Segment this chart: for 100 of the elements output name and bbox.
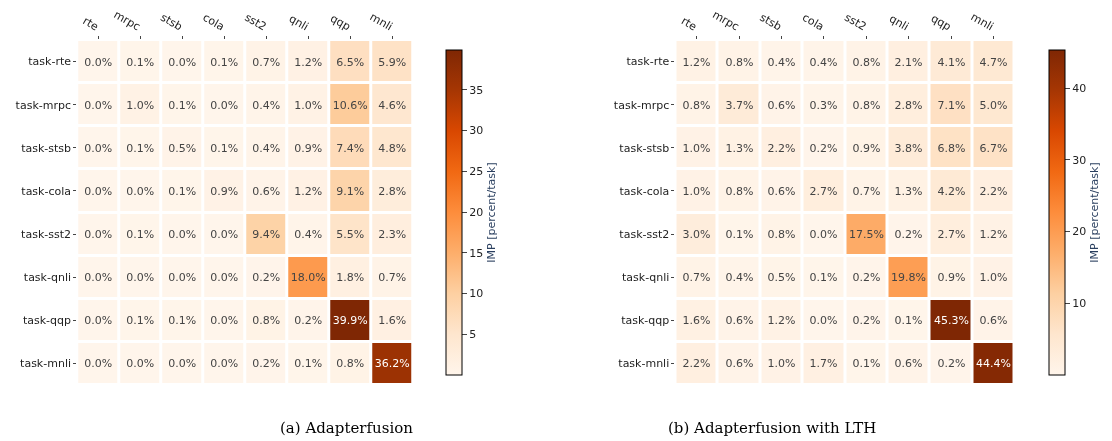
data-label: 0.9% xyxy=(294,141,323,155)
data-label: 1.2% xyxy=(979,227,1008,241)
data-label: 0.0% xyxy=(809,313,838,327)
data-label: 0.7% xyxy=(682,270,711,284)
data-label: 0.0% xyxy=(168,227,197,241)
data-label: 0.2% xyxy=(252,356,281,370)
data-label: 0.1% xyxy=(894,313,923,327)
data-label: 1.2% xyxy=(682,55,711,69)
data-label: 0.8% xyxy=(725,55,754,69)
data-label: 2.2% xyxy=(682,356,711,370)
data-label: 3.7% xyxy=(725,98,754,112)
data-label: 0.0% xyxy=(126,270,155,284)
y-tick-label: task-mrpc xyxy=(613,98,670,112)
data-label: 1.0% xyxy=(126,98,155,112)
y-tick-label: task-cola xyxy=(21,184,72,198)
data-label: 0.6% xyxy=(767,98,796,112)
data-label: 0.0% xyxy=(84,141,113,155)
data-label: 2.3% xyxy=(378,227,407,241)
x-tick-label: qqp xyxy=(928,11,954,34)
x-tick-label: cola xyxy=(200,10,227,34)
data-label: 1.6% xyxy=(682,313,711,327)
y-tick-label: task-qqp xyxy=(22,314,72,328)
data-label: 0.0% xyxy=(210,313,239,327)
x-tick-label: mrpc xyxy=(111,8,143,34)
data-label: 2.1% xyxy=(894,55,923,69)
x-tick-label: sst2 xyxy=(842,10,869,34)
data-label: 0.2% xyxy=(937,356,966,370)
data-label: 1.0% xyxy=(294,98,323,112)
data-label: 0.1% xyxy=(168,98,197,112)
data-label: 0.9% xyxy=(852,141,881,155)
color-bar-label: 15 xyxy=(469,246,484,260)
data-label: 0.6% xyxy=(252,184,281,198)
data-label: 0.8% xyxy=(852,55,881,69)
text: (a) Adapterfusion xyxy=(280,419,414,437)
data-label: 0.9% xyxy=(210,184,239,198)
data-label: 0.1% xyxy=(725,227,754,241)
data-label: 17.5% xyxy=(848,227,884,241)
color-bar-label: 40 xyxy=(1072,81,1087,95)
color-bar-label: 25 xyxy=(469,165,484,179)
data-label: 0.1% xyxy=(126,141,155,155)
data-label: 0.4% xyxy=(252,98,281,112)
data-label: 0.8% xyxy=(682,98,711,112)
data-label: 0.6% xyxy=(725,356,754,370)
data-label: 0.5% xyxy=(767,270,796,284)
data-label: 0.8% xyxy=(767,227,796,241)
data-label: 0.1% xyxy=(852,356,881,370)
data-label: 0.1% xyxy=(809,270,838,284)
data-label: 1.0% xyxy=(767,356,796,370)
data-label: 0.6% xyxy=(979,313,1008,327)
data-label: 3.8% xyxy=(894,141,923,155)
data-label: 0.0% xyxy=(210,227,239,241)
data-label: 2.7% xyxy=(809,184,838,198)
color-bar-label: 20 xyxy=(1072,225,1087,239)
data-label: 1.3% xyxy=(894,184,923,198)
data-label: 5.5% xyxy=(336,227,365,241)
color-bar-label: 10 xyxy=(469,287,484,301)
data-label: 2.2% xyxy=(767,141,796,155)
y-tick-label: task-qnli xyxy=(23,271,72,285)
data-label: 18.0% xyxy=(290,270,326,284)
data-label: 6.5% xyxy=(336,55,365,69)
data-label: 0.3% xyxy=(809,98,838,112)
data-label: 0.8% xyxy=(852,98,881,112)
color-bar-label: 30 xyxy=(469,124,484,138)
data-label: 0.1% xyxy=(168,313,197,327)
data-label: 0.0% xyxy=(809,227,838,241)
data-label: 5.9% xyxy=(378,55,407,69)
data-label: 4.6% xyxy=(378,98,407,112)
text: (b) Adapterfusion with LTH xyxy=(668,419,877,437)
x-tick-label: cola xyxy=(800,10,827,34)
data-label: 0.0% xyxy=(84,55,113,69)
data-label: 6.8% xyxy=(937,141,966,155)
data-label: 0.0% xyxy=(84,184,113,198)
data-label: 0.2% xyxy=(894,227,923,241)
x-tick-label: sst2 xyxy=(242,10,269,34)
data-label: 4.7% xyxy=(979,55,1008,69)
data-label: 0.7% xyxy=(378,270,407,284)
data-label: 39.9% xyxy=(332,313,368,327)
data-label: 10.6% xyxy=(332,98,368,112)
data-label: 0.2% xyxy=(852,313,881,327)
data-label: 0.2% xyxy=(294,313,323,327)
data-label: 7.1% xyxy=(937,98,966,112)
y-tick-label: task-stsb xyxy=(21,141,72,155)
data-label: 0.0% xyxy=(210,98,239,112)
data-label: 0.1% xyxy=(126,55,155,69)
data-label: 19.8% xyxy=(890,270,926,284)
data-label: 0.5% xyxy=(168,141,197,155)
data-label: 9.1% xyxy=(336,184,365,198)
data-label: 2.2% xyxy=(979,184,1008,198)
x-tick-label: mnli xyxy=(367,10,395,34)
x-tick-label: stsb xyxy=(158,10,185,34)
data-label: 0.4% xyxy=(294,227,323,241)
data-label: 0.0% xyxy=(126,356,155,370)
data-label: 0.0% xyxy=(126,184,155,198)
data-label: 0.6% xyxy=(894,356,923,370)
data-label: 1.6% xyxy=(378,313,407,327)
color-bar-label: 5 xyxy=(469,328,477,342)
x-tick-label: qnli xyxy=(887,12,911,34)
x-tick-label: qnli xyxy=(286,12,311,34)
y-tick-label: task-sst2 xyxy=(619,227,670,241)
y-tick-label: task-rte xyxy=(28,55,72,69)
